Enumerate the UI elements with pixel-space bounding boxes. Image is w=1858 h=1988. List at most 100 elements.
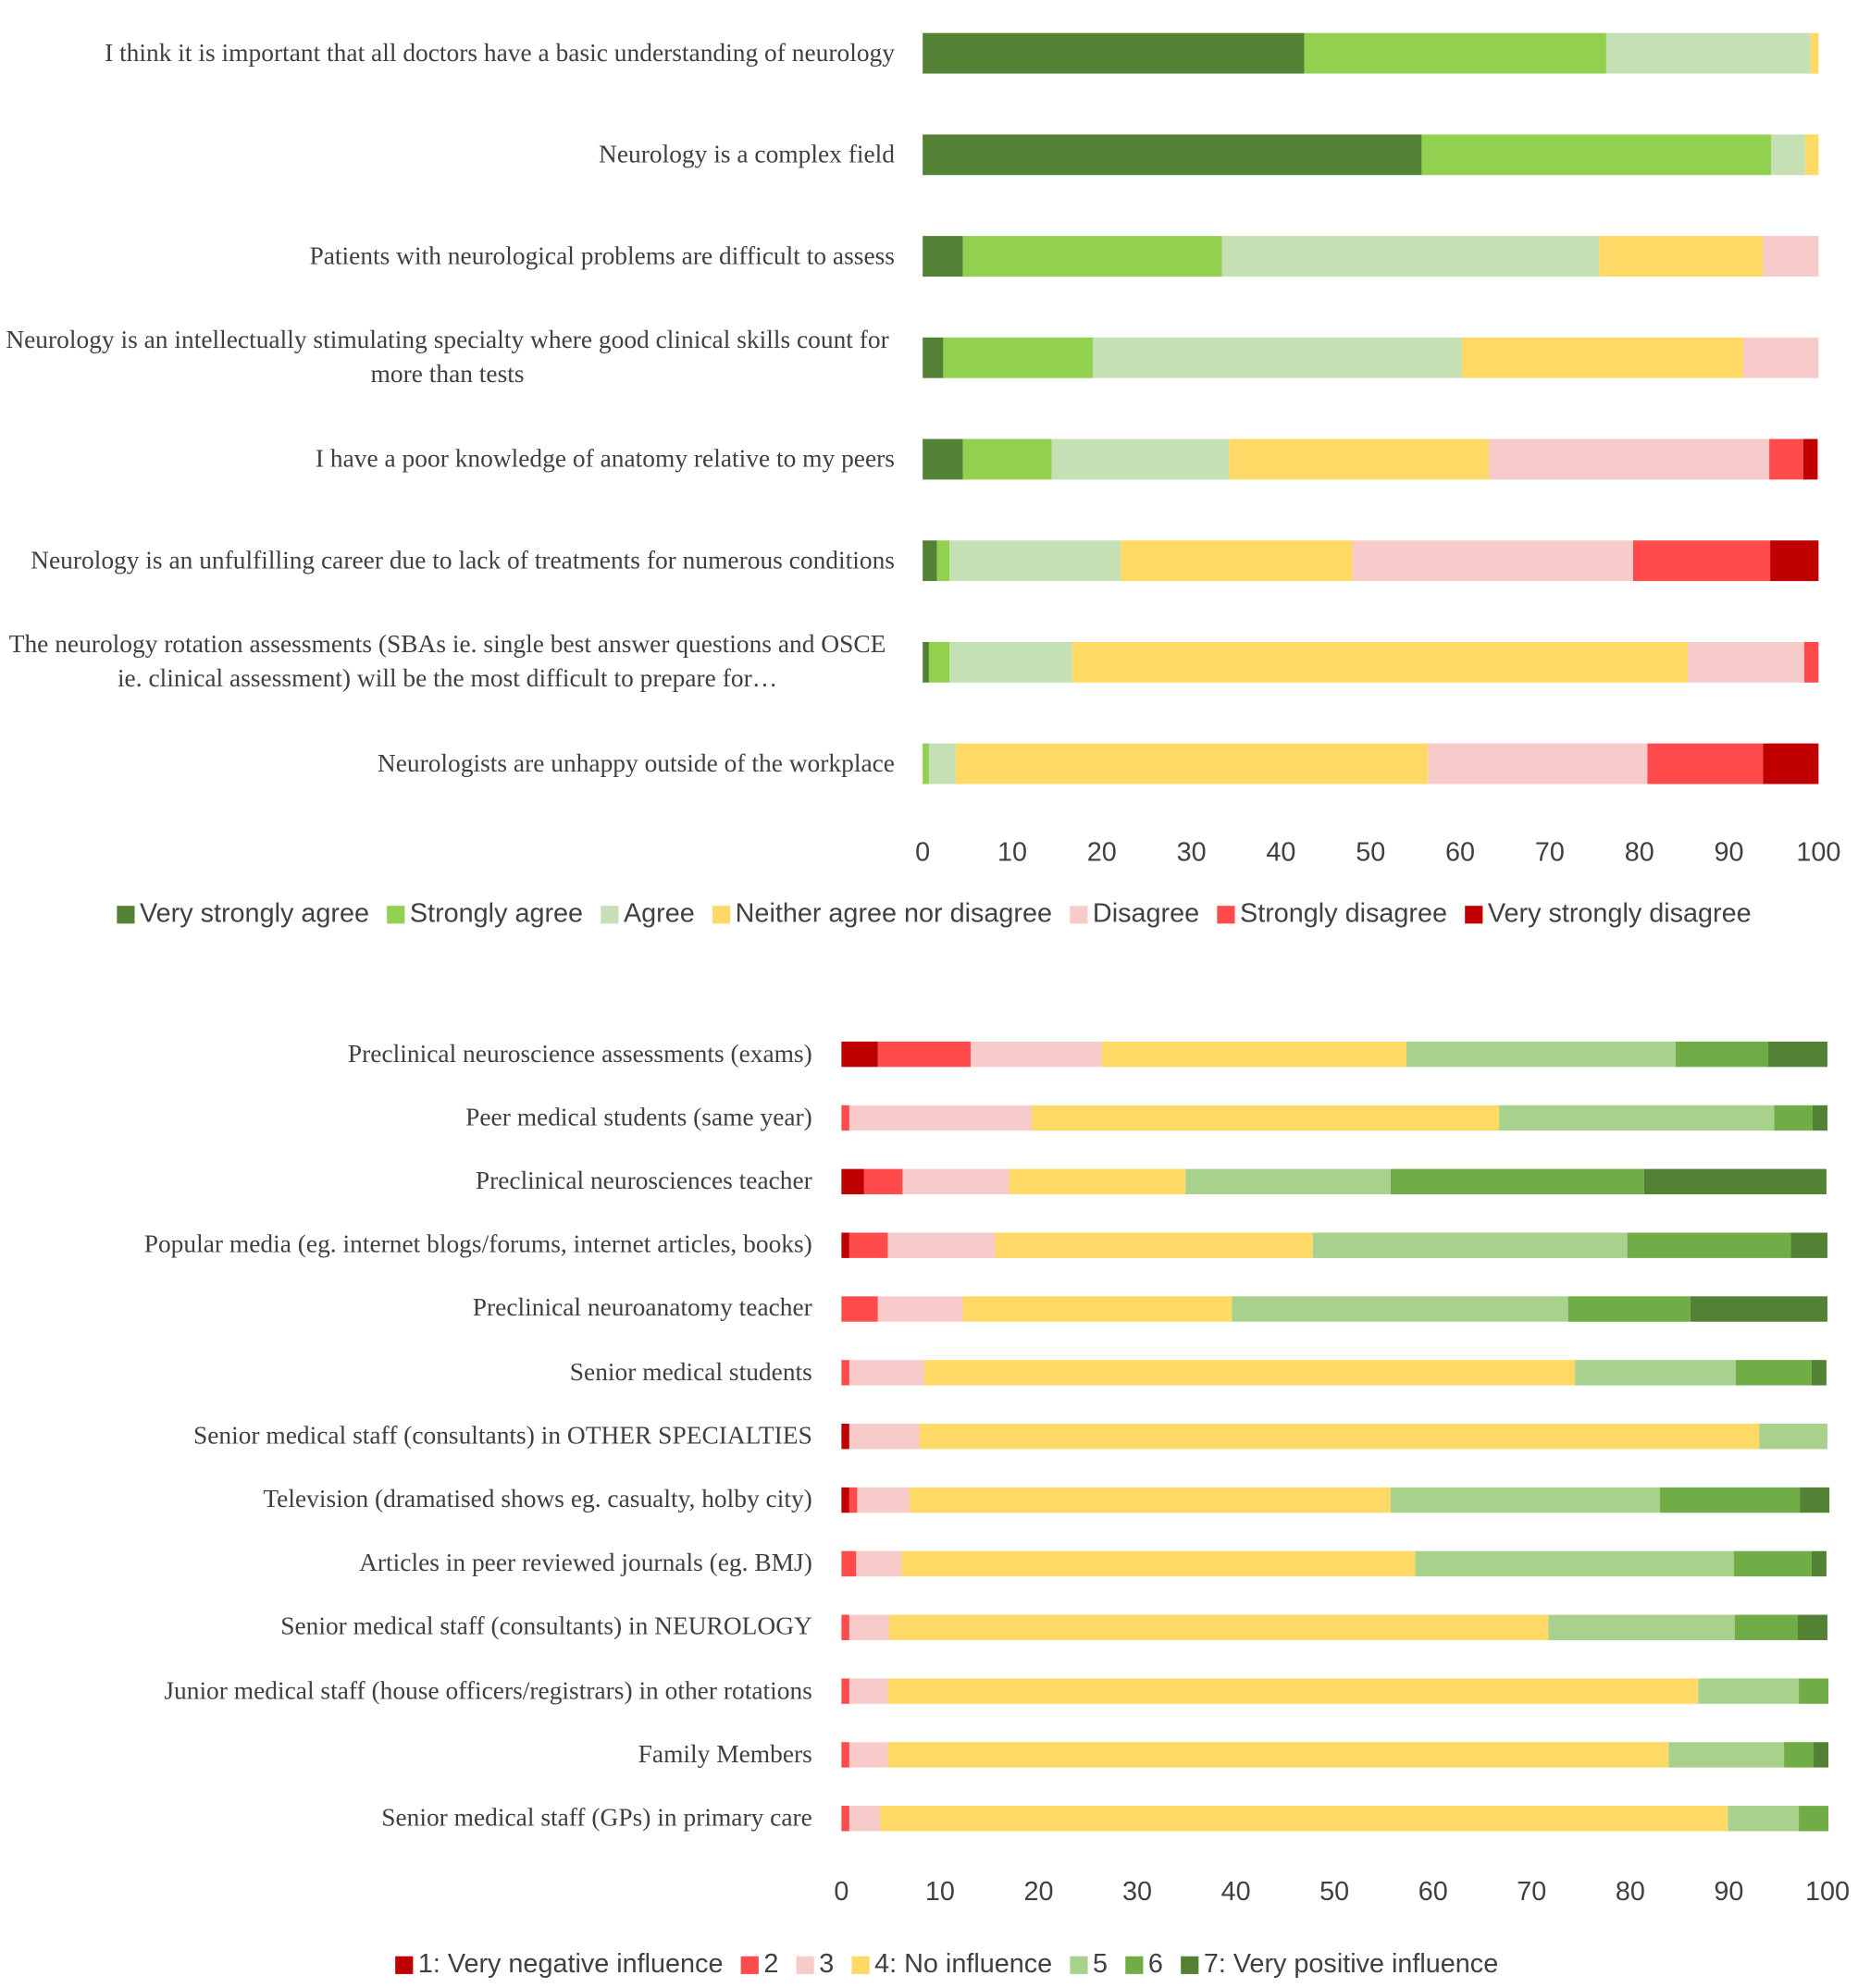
x-tick-label: 80 — [1616, 1877, 1645, 1907]
bar-segment — [1221, 236, 1600, 277]
x-tick-label: 100 — [1796, 838, 1840, 868]
category-label-box: Preclinical neuroscience assessments (ex… — [347, 1039, 812, 1068]
bar-segment — [1735, 1360, 1812, 1386]
x-tick-label: 0 — [915, 838, 930, 868]
x-tick-label: 70 — [1517, 1877, 1546, 1907]
legend-swatch — [1070, 906, 1088, 924]
bar-segment — [841, 1806, 849, 1832]
bar-segment — [1659, 1487, 1801, 1513]
bar-segment — [919, 1423, 1760, 1450]
bar-segment — [887, 1742, 1669, 1768]
bar-segment — [1304, 32, 1606, 74]
bar-segment — [848, 1105, 1033, 1131]
bar-segment — [1770, 540, 1819, 582]
category-label: Preclinical neuroscience assessments (ex… — [347, 1039, 812, 1068]
legend-label: Neither agree nor disagree — [736, 898, 1052, 928]
category-label-wrap: The neurology rotation assessments (SBAs… — [0, 611, 895, 713]
bar-segment — [1121, 540, 1353, 582]
bar-segment — [1567, 1296, 1691, 1322]
bar-segment — [841, 1105, 849, 1131]
legend-label: 1: Very negative influence — [418, 1949, 724, 1979]
category-label-box: Popular media (eg. internet blogs/forums… — [143, 1230, 812, 1259]
bar-segment — [1810, 32, 1819, 74]
bar-segment — [1799, 1678, 1829, 1704]
bar-segment — [1101, 1041, 1406, 1068]
legend-label: Disagree — [1093, 898, 1199, 928]
bar-segment — [949, 641, 1072, 683]
bar-segment — [923, 236, 963, 277]
bar-segment — [1728, 1806, 1800, 1832]
bar-segment — [995, 1232, 1313, 1258]
bar-segment — [923, 1360, 1576, 1386]
category-label-wrap: Patients with neurological problems are … — [0, 205, 894, 307]
bar-segment — [1489, 438, 1770, 480]
bar-segment — [1769, 438, 1803, 480]
category-label-box: Neurology is a complex field — [599, 141, 895, 168]
bar-segment — [888, 1614, 1549, 1640]
x-tick-label: 30 — [1177, 838, 1207, 868]
bar-segment — [970, 1041, 1102, 1068]
legend-swatch — [796, 1956, 814, 1974]
bar-segment — [1733, 1550, 1812, 1577]
legend-swatch — [601, 906, 619, 924]
bar-segment — [928, 641, 950, 683]
category-label-box: Senior medical students — [0, 1322, 812, 1424]
category-label-wrap: Preclinical neuroanatomy teacher — [0, 1258, 812, 1360]
legend-label: 5 — [1093, 1949, 1108, 1979]
bar-segment — [1784, 1742, 1815, 1768]
category-label: Peer medical students (same year) — [465, 1103, 812, 1131]
category-label-box: Family Members — [0, 1704, 812, 1806]
category-label: Preclinical neurosciences teacher — [475, 1167, 812, 1195]
bar-segment — [1071, 641, 1688, 683]
bar-segment — [1428, 743, 1648, 784]
category-label-wrap: Senior medical staff (consultants) in NE… — [0, 1576, 812, 1678]
legend-label: Strongly agree — [410, 898, 583, 928]
category-label-wrap: Family Members — [0, 1704, 812, 1806]
legend: Very strongly agree Strongly agree Agree Ne… — [117, 898, 1752, 928]
bar-segment — [1768, 1041, 1827, 1068]
bar-segment — [841, 1423, 849, 1450]
category-label-box: Preclinical neurosciences teacher — [475, 1167, 812, 1195]
bar-segment — [901, 1550, 1416, 1577]
bar-segment — [1803, 641, 1819, 683]
bar-segment — [909, 1487, 1391, 1513]
legend-label: 6 — [1148, 1949, 1163, 1979]
bar-segment — [848, 1678, 888, 1704]
legend-swatch — [1070, 1956, 1088, 1974]
x-tick-label: 100 — [1805, 1877, 1850, 1907]
bar-segment — [1032, 1105, 1500, 1131]
bar-segment — [1800, 1487, 1830, 1513]
bar-segment — [1009, 1168, 1186, 1195]
bar-segment — [962, 438, 1052, 480]
legend-swatch — [395, 1956, 414, 1974]
x-tick-label: 70 — [1535, 838, 1565, 868]
category-label: Popular media (eg. internet blogs/forums… — [143, 1230, 812, 1259]
category-label: Neurology is an intellectually stimulati… — [6, 326, 889, 389]
bar-segment — [1185, 1168, 1391, 1195]
bar-segment — [1312, 1232, 1628, 1258]
category-label-wrap: Senior medical students — [0, 1322, 812, 1424]
bar-segment — [962, 1296, 1232, 1322]
bar-segment — [841, 1232, 849, 1258]
bar-segment — [1499, 1105, 1775, 1131]
category-label-wrap: Neurology is an unfulfilling career due … — [0, 510, 895, 611]
legend-swatch — [712, 906, 731, 924]
bar-segment — [1743, 337, 1819, 378]
bar-segment — [848, 1360, 924, 1386]
bar-segment — [1690, 1296, 1827, 1322]
x-tick-label: 40 — [1266, 838, 1295, 868]
bar-segment — [1232, 1296, 1568, 1322]
category-label-box: Neurologists are unhappy outside of the … — [378, 749, 895, 777]
legend-label: Very strongly disagree — [1488, 898, 1752, 928]
bar-segment — [1599, 236, 1764, 277]
category-label-box: Senior medical staff (consultants) in OT… — [193, 1422, 812, 1450]
bar-segment — [1605, 32, 1811, 74]
bar-segment — [1763, 236, 1819, 277]
bar-segment — [1790, 1232, 1827, 1258]
bar-segment — [841, 1296, 878, 1322]
legend-label: Agree — [624, 898, 695, 928]
bar-segment — [841, 1678, 849, 1704]
legend-swatch — [387, 906, 405, 924]
legend-label: Strongly disagree — [1240, 898, 1447, 928]
bar-segment — [1763, 743, 1819, 784]
